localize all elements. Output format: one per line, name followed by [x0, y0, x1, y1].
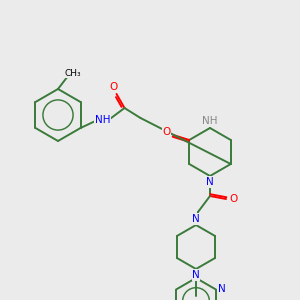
Text: O: O [162, 127, 170, 137]
Text: CH₃: CH₃ [65, 68, 81, 77]
Text: N: N [206, 177, 214, 187]
Text: NH: NH [95, 115, 110, 125]
Text: NH: NH [202, 116, 218, 126]
Text: O: O [229, 194, 237, 204]
Text: N: N [192, 214, 200, 224]
Text: N: N [192, 270, 200, 280]
Text: N: N [218, 284, 226, 295]
Text: O: O [110, 82, 118, 92]
